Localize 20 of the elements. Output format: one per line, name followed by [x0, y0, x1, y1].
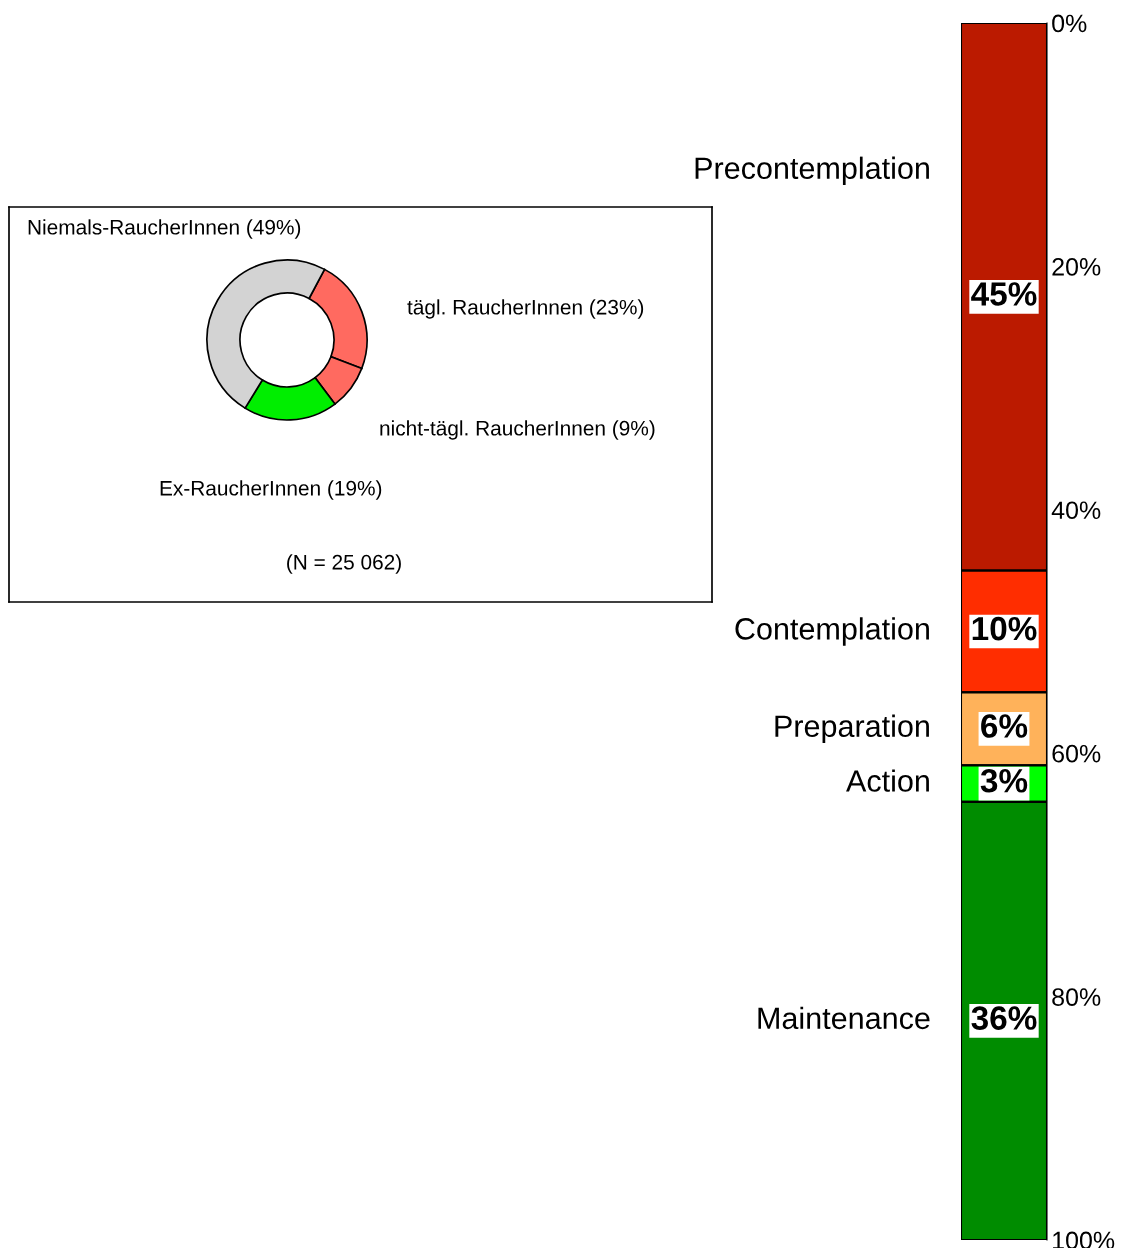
slice-label: tägl. RaucherInnen (23%)	[407, 299, 644, 319]
series-label: Contemplation	[735, 617, 929, 646]
y-tick-label: 60%	[1052, 744, 1101, 763]
data-label: 3%	[980, 768, 1028, 793]
y-tick-label: 80%	[1052, 988, 1101, 1006]
y-tick-label: 40%	[1051, 501, 1101, 520]
slice-label: Ex-RaucherInnen (19%)	[160, 480, 382, 500]
series-label: Maintenance	[758, 1006, 930, 1030]
series-label: Preparation	[775, 714, 929, 744]
series-label: Action	[846, 769, 929, 792]
y-tick-label: 0%	[1052, 14, 1087, 33]
slice-label: nicht-tägl. RaucherInnen (9%)	[380, 420, 655, 440]
data-label: 36%	[971, 1006, 1037, 1030]
data-label: 10%	[972, 616, 1037, 641]
y-tick-label: 20%	[1052, 258, 1101, 276]
data-label: 6%	[981, 714, 1028, 738]
data-label: 45%	[971, 282, 1037, 306]
series-label: Precontemplation	[695, 156, 929, 186]
text: (N = 25 062)	[287, 554, 401, 574]
slice-label: Niemals-RaucherInnen (49%)	[28, 219, 301, 239]
